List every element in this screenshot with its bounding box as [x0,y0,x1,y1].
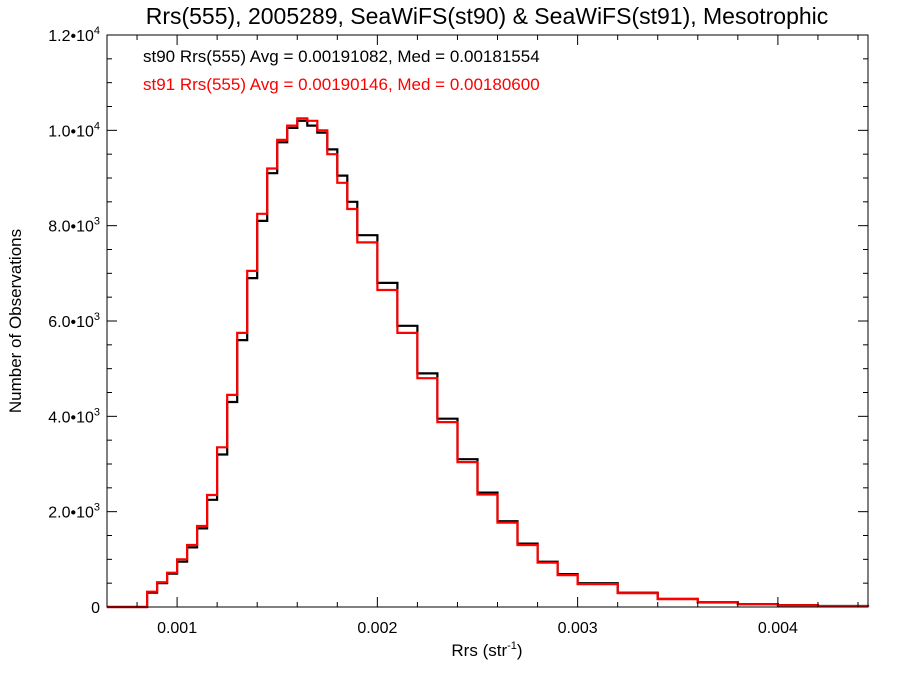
x-tick-label: 0.001 [157,620,197,637]
y-tick-exponent: 4 [94,25,100,37]
y-tick-label: 4.0•103 [48,406,100,426]
y-tick-label: 8.0•103 [48,216,100,236]
y-tick-mantissa: 8.0•10 [48,219,94,236]
y-tick-label: 6.0•103 [48,311,100,331]
y-tick-mantissa: 0 [91,600,100,617]
x-axis-title-exponent: -1 [507,640,517,652]
x-tick-label: 0.002 [357,620,397,637]
y-tick-mantissa: 4.0•10 [48,409,94,426]
y-tick-mantissa: 6.0•10 [48,314,94,331]
y-tick-exponent: 3 [94,406,100,418]
x-axis-title-close: ) [517,641,523,660]
series-line-st91 [107,117,870,609]
series-layer [107,117,870,609]
x-axis-title-main: Rrs (str [451,641,507,660]
y-tick-exponent: 3 [94,311,100,323]
x-tick-label: 0.003 [558,620,598,637]
legend-entry-1: st90 Rrs(555) Avg = 0.00191082, Med = 0.… [143,47,540,66]
y-tick-mantissa: 1.0•10 [48,123,94,140]
x-axis-title: Rrs (str-1) [451,640,522,660]
y-tick-exponent: 4 [94,120,100,132]
y-tick-mantissa: 1.2•10 [48,28,94,45]
y-tick-mantissa: 2.0•10 [48,505,94,522]
legend-entry-2: st91 Rrs(555) Avg = 0.00190146, Med = 0.… [143,75,540,94]
y-tick-exponent: 3 [94,502,100,514]
x-axis-ticks: 0.001 0.002 0.003 0.004 [136,35,859,637]
y-tick-label: 2.0•103 [48,502,100,522]
legend: st90 Rrs(555) Avg = 0.00191082, Med = 0.… [143,47,540,94]
y-axis-ticks: 02.0•1034.0•1036.0•1038.0•1031.0•1041.2•… [48,25,868,617]
chart-title: Rrs(555), 2005289, SeaWiFS(st90) & SeaWi… [146,3,829,29]
y-tick-exponent: 3 [94,216,100,228]
x-tick-label: 0.004 [758,620,798,637]
y-tick-label: 0 [91,600,100,617]
y-tick-label: 1.0•104 [48,120,100,140]
y-tick-label: 1.2•104 [48,25,100,45]
y-axis-title: Number of Observations [6,229,25,413]
